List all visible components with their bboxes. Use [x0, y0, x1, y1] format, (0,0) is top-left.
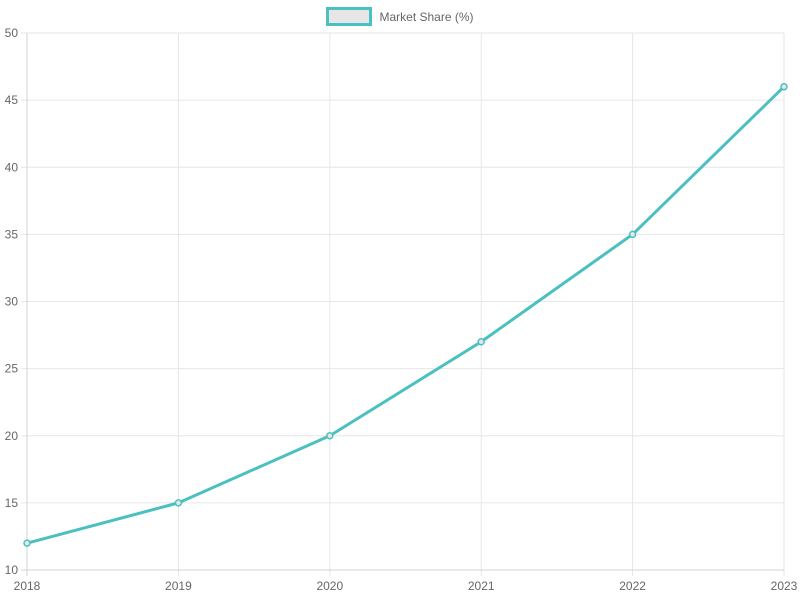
x-tick-label: 2020	[316, 579, 343, 593]
x-tick-label: 2018	[14, 579, 41, 593]
line-series	[25, 85, 786, 545]
y-tick-label: 50	[5, 26, 19, 40]
chart-legend: Market Share (%)	[0, 7, 800, 26]
data-point	[23, 539, 31, 547]
x-tick-label: 2019	[165, 579, 192, 593]
legend-swatch	[326, 7, 373, 26]
y-tick-label: 15	[5, 496, 19, 510]
data-point	[326, 432, 334, 440]
data-point	[780, 82, 788, 91]
y-tick-label: 30	[5, 295, 19, 309]
legend-label: Market Share (%)	[379, 9, 474, 24]
y-tick-label: 25	[5, 362, 19, 376]
legend-item-market-share[interactable]: Market Share (%)	[326, 7, 474, 26]
y-tick-label: 40	[5, 160, 19, 174]
y-tick-label: 45	[5, 93, 19, 107]
data-point	[477, 338, 485, 346]
y-tick-label: 10	[5, 563, 19, 577]
data-point	[628, 230, 637, 239]
data-point	[174, 499, 183, 507]
y-tick-label: 35	[5, 227, 19, 241]
x-tick-label: 2022	[619, 579, 646, 593]
x-tick-label: 2021	[468, 579, 495, 593]
x-tick-label: 2023	[771, 579, 798, 593]
y-tick-label: 20	[5, 429, 19, 443]
